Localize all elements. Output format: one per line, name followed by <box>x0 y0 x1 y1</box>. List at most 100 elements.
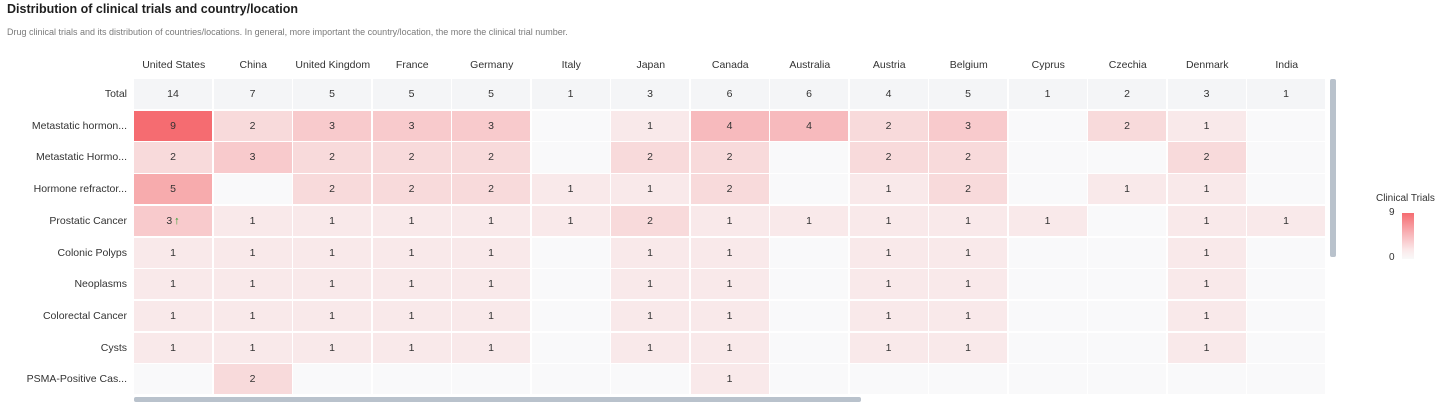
heatmap-cell[interactable] <box>1088 142 1166 172</box>
heatmap-cell[interactable]: 1 <box>691 301 769 331</box>
heatmap-cell[interactable]: 2 <box>611 142 689 172</box>
heatmap-cell[interactable] <box>770 301 848 331</box>
heatmap-cell[interactable] <box>1009 111 1087 141</box>
heatmap-cell[interactable]: 4 <box>850 79 928 109</box>
heatmap-cell[interactable] <box>532 301 610 331</box>
heatmap-cell[interactable]: 5 <box>134 174 212 204</box>
heatmap-cell[interactable]: 1 <box>770 206 848 236</box>
heatmap-cell[interactable] <box>1088 364 1166 394</box>
heatmap-cell[interactable]: 1 <box>611 174 689 204</box>
heatmap-cell[interactable]: 1 <box>452 238 530 268</box>
heatmap-cell[interactable]: 1 <box>611 111 689 141</box>
heatmap-cell[interactable]: 1 <box>293 301 371 331</box>
heatmap-cell[interactable] <box>1009 364 1087 394</box>
heatmap-cell[interactable]: 2 <box>373 174 451 204</box>
heatmap-cell[interactable]: 1 <box>1168 333 1246 363</box>
heatmap-cell[interactable]: 2 <box>452 174 530 204</box>
heatmap-cell[interactable]: 3 <box>214 142 292 172</box>
heatmap-cell[interactable] <box>611 364 689 394</box>
heatmap-cell[interactable] <box>1088 301 1166 331</box>
heatmap-cell[interactable]: 3 <box>293 111 371 141</box>
heatmap-cell[interactable] <box>1247 364 1325 394</box>
heatmap-cell[interactable]: 1 <box>373 238 451 268</box>
heatmap-cell[interactable]: 2 <box>373 142 451 172</box>
heatmap-cell[interactable]: 1 <box>691 269 769 299</box>
heatmap-cell[interactable]: 5 <box>293 79 371 109</box>
heatmap-cell[interactable]: 1 <box>373 301 451 331</box>
heatmap-cell[interactable] <box>770 238 848 268</box>
heatmap-cell[interactable] <box>214 174 292 204</box>
heatmap-cell[interactable]: 1 <box>293 238 371 268</box>
heatmap-cell[interactable]: 3↑ <box>134 206 212 236</box>
heatmap-cell[interactable] <box>1088 238 1166 268</box>
heatmap-cell[interactable]: 1 <box>611 333 689 363</box>
heatmap-cell[interactable]: 2 <box>214 111 292 141</box>
heatmap-cell[interactable]: 4 <box>770 111 848 141</box>
heatmap-cell[interactable] <box>134 364 212 394</box>
heatmap-cell[interactable] <box>1009 269 1087 299</box>
heatmap-cell[interactable] <box>770 269 848 299</box>
heatmap-cell[interactable]: 1 <box>214 301 292 331</box>
heatmap-cell[interactable]: 1 <box>134 301 212 331</box>
heatmap-cell[interactable]: 1 <box>691 238 769 268</box>
heatmap-cell[interactable] <box>1009 333 1087 363</box>
heatmap-cell[interactable]: 2 <box>929 142 1007 172</box>
heatmap-cell[interactable] <box>1247 238 1325 268</box>
heatmap-cell[interactable]: 1 <box>1009 79 1087 109</box>
heatmap-cell[interactable] <box>850 364 928 394</box>
heatmap-cell[interactable] <box>1088 269 1166 299</box>
heatmap-cell[interactable]: 1 <box>532 174 610 204</box>
horizontal-scrollbar[interactable] <box>134 397 861 402</box>
heatmap-cell[interactable] <box>1247 111 1325 141</box>
heatmap-cell[interactable]: 1 <box>452 269 530 299</box>
heatmap-cell[interactable]: 2 <box>691 142 769 172</box>
heatmap-cell[interactable]: 1 <box>691 206 769 236</box>
heatmap-cell[interactable]: 5 <box>452 79 530 109</box>
heatmap-cell[interactable]: 1 <box>452 333 530 363</box>
heatmap-cell[interactable]: 1 <box>1168 269 1246 299</box>
heatmap-cell[interactable]: 1 <box>611 269 689 299</box>
heatmap-cell[interactable]: 1 <box>532 79 610 109</box>
heatmap-cell[interactable] <box>1247 142 1325 172</box>
heatmap-cell[interactable]: 1 <box>850 206 928 236</box>
heatmap-cell[interactable] <box>1168 364 1246 394</box>
heatmap-cell[interactable]: 5 <box>929 79 1007 109</box>
heatmap-cell[interactable]: 1 <box>214 206 292 236</box>
heatmap-cell[interactable]: 1 <box>1168 174 1246 204</box>
heatmap-cell[interactable]: 1 <box>1168 238 1246 268</box>
heatmap-cell[interactable]: 2 <box>611 206 689 236</box>
heatmap-cell[interactable]: 2 <box>134 142 212 172</box>
heatmap-cell[interactable]: 2 <box>214 364 292 394</box>
heatmap-cell[interactable] <box>1247 269 1325 299</box>
heatmap-cell[interactable]: 2 <box>850 142 928 172</box>
heatmap-cell[interactable]: 1 <box>293 206 371 236</box>
heatmap-cell[interactable]: 3 <box>929 111 1007 141</box>
heatmap-cell[interactable]: 2 <box>1088 79 1166 109</box>
heatmap-cell[interactable]: 1 <box>1247 206 1325 236</box>
heatmap-cell[interactable]: 1 <box>929 206 1007 236</box>
heatmap-cell[interactable] <box>1247 174 1325 204</box>
heatmap-cell[interactable]: 1 <box>850 174 928 204</box>
heatmap-cell[interactable]: 1 <box>1009 206 1087 236</box>
heatmap-cell[interactable] <box>1009 142 1087 172</box>
heatmap-cell[interactable]: 6 <box>770 79 848 109</box>
heatmap-cell[interactable]: 3 <box>611 79 689 109</box>
heatmap-cell[interactable]: 2 <box>1088 111 1166 141</box>
heatmap-cell[interactable]: 2 <box>452 142 530 172</box>
heatmap-cell[interactable] <box>770 174 848 204</box>
heatmap-cell[interactable]: 4 <box>691 111 769 141</box>
heatmap-cell[interactable]: 1 <box>532 206 610 236</box>
heatmap-cell[interactable] <box>532 142 610 172</box>
heatmap-cell[interactable] <box>532 111 610 141</box>
heatmap-cell[interactable]: 1 <box>691 333 769 363</box>
heatmap-cell[interactable]: 1 <box>850 333 928 363</box>
heatmap-cell[interactable]: 2 <box>1168 142 1246 172</box>
heatmap-cell[interactable] <box>1009 301 1087 331</box>
heatmap-cell[interactable]: 1 <box>134 333 212 363</box>
heatmap-cell[interactable]: 1 <box>611 238 689 268</box>
heatmap-cell[interactable]: 1 <box>850 238 928 268</box>
heatmap-cell[interactable]: 2 <box>293 142 371 172</box>
heatmap-cell[interactable] <box>532 238 610 268</box>
heatmap-cell[interactable]: 1 <box>452 301 530 331</box>
heatmap-cell[interactable]: 1 <box>373 269 451 299</box>
